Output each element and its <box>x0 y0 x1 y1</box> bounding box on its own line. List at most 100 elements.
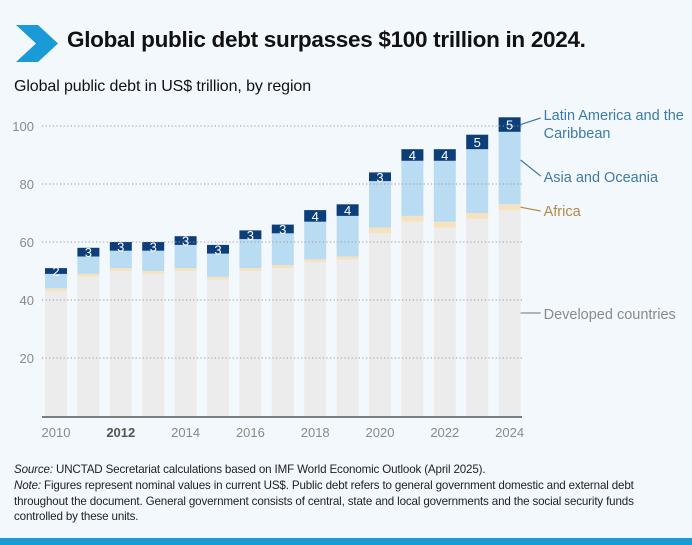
legend-label-latin-america-and-the-caribbean: Latin America and the <box>544 108 684 124</box>
y-tick-label: 40 <box>20 293 34 308</box>
bar-segment-africa-2010 <box>45 288 67 292</box>
bar-segment-asia-and-oceania-2021 <box>401 160 424 216</box>
bar-segment-developed-countries-2023 <box>466 218 489 416</box>
x-tick-label: 2024 <box>495 425 524 440</box>
bar-segment-latin-america-and-the-caribbean-2022 <box>433 149 456 161</box>
bar-data-label: 3 <box>150 239 157 254</box>
note-text: Figures represent nominal values in curr… <box>14 478 634 524</box>
legend-label-developed-countries: Developed countries <box>544 307 676 323</box>
bar-segment-latin-america-and-the-caribbean-2011 <box>77 247 100 257</box>
y-tick-label: 100 <box>12 119 34 134</box>
note-label: Note: <box>14 478 41 492</box>
bar-segment-latin-america-and-the-caribbean-2018 <box>304 210 327 222</box>
bar-segment-asia-and-oceania-2013 <box>142 250 165 271</box>
bar-data-label: 3 <box>247 228 254 243</box>
bar-segment-latin-america-and-the-caribbean-2010 <box>45 268 67 274</box>
bar-segment-latin-america-and-the-caribbean-2014 <box>174 236 197 245</box>
bottom-accent-bar <box>0 538 692 545</box>
x-tick-label: 2014 <box>171 425 200 440</box>
bar-segment-africa-2022 <box>433 221 456 228</box>
chevron-icon <box>16 25 58 62</box>
bar-segment-africa-2014 <box>174 268 197 271</box>
y-tick-label: 20 <box>20 351 34 366</box>
bar-segment-africa-2016 <box>239 268 262 271</box>
bar-segment-asia-and-oceania-2022 <box>433 160 456 222</box>
legend-leader-line <box>520 117 541 126</box>
bar-data-label: 4 <box>441 148 448 163</box>
bar-data-label: 3 <box>182 234 189 249</box>
source-line: Source: UNCTAD Secretariat calculations … <box>14 462 674 478</box>
bar-segment-latin-america-and-the-caribbean-2012 <box>109 242 132 251</box>
bar-segment-africa-2023 <box>466 213 489 219</box>
bar-segment-developed-countries-2022 <box>433 227 456 416</box>
bar-segment-latin-america-and-the-caribbean-2019 <box>336 204 359 216</box>
bar-segment-developed-countries-2012 <box>109 271 132 416</box>
chart-subtitle: Global public debt in US$ trillion, by r… <box>14 78 312 95</box>
bar-segment-developed-countries-2013 <box>142 273 165 416</box>
bar-segment-developed-countries-2021 <box>401 221 424 416</box>
bar-segment-latin-america-and-the-caribbean-2017 <box>271 224 294 234</box>
x-tick-label: 2012 <box>106 425 135 440</box>
bar-data-label: 5 <box>474 135 481 150</box>
bar-segment-asia-and-oceania-2012 <box>109 250 132 269</box>
source-label: Source: <box>14 463 53 476</box>
y-tick-label: 80 <box>20 177 34 192</box>
bar-segment-asia-and-oceania-2016 <box>239 239 262 269</box>
bar-segment-latin-america-and-the-caribbean-2023 <box>466 134 489 150</box>
x-tick-label: 2022 <box>430 425 459 440</box>
bar-data-label: 3 <box>214 242 221 257</box>
bar-data-labels: 2 3 3 3 3 3 3 3 4 4 3 4 4 5 5 <box>52 118 513 279</box>
bar-segment-africa-2015 <box>207 276 229 280</box>
bar-segment-asia-and-oceania-2014 <box>174 244 197 269</box>
bar-segment-asia-and-oceania-2015 <box>207 253 229 277</box>
bar-data-label: 3 <box>85 245 92 260</box>
bar-segment-latin-america-and-the-caribbean-2024 <box>498 117 521 132</box>
footer-notes: Source: UNCTAD Secretariat calculations … <box>14 462 674 525</box>
bar-segment-developed-countries-2015 <box>207 279 229 416</box>
bar-segment-developed-countries-2018 <box>304 262 327 416</box>
bar-data-label: 3 <box>117 239 124 254</box>
bar-segment-latin-america-and-the-caribbean-2015 <box>207 244 229 254</box>
x-tick-label: 2018 <box>301 425 330 440</box>
source-text: UNCTAD Secretariat calculations based on… <box>52 463 486 476</box>
gridlines <box>42 125 522 359</box>
bar-segment-developed-countries-2020 <box>369 233 391 416</box>
bar-segment-africa-2017 <box>271 265 294 269</box>
y-tick-label: 60 <box>20 235 34 250</box>
bar-segment-africa-2024 <box>498 204 521 211</box>
bar-segment-asia-and-oceania-2020 <box>369 181 391 228</box>
bar-data-label: 5 <box>506 118 513 133</box>
bar-segment-developed-countries-2010 <box>45 291 67 416</box>
bar-segment-asia-and-oceania-2018 <box>304 221 327 260</box>
bar-data-label: 3 <box>376 170 383 185</box>
legend-label-africa: Africa <box>544 204 582 220</box>
bar-segment-africa-2013 <box>142 271 165 274</box>
bar-segment-asia-and-oceania-2010 <box>45 273 67 289</box>
bar-segment-developed-countries-2024 <box>498 210 521 416</box>
bar-segment-latin-america-and-the-caribbean-2021 <box>401 149 424 161</box>
bar-segment-asia-and-oceania-2019 <box>336 215 359 257</box>
bar-segment-developed-countries-2014 <box>174 271 197 416</box>
bar-data-label: 4 <box>312 209 319 224</box>
x-tick-label: 2016 <box>236 425 265 440</box>
bar-segment-latin-america-and-the-caribbean-2020 <box>369 172 391 182</box>
bar-segment-developed-countries-2017 <box>271 268 294 416</box>
bar-segment-developed-countries-2019 <box>336 259 359 416</box>
bars-layer <box>45 117 521 416</box>
legend-label-latin-america-and-the-caribbean: Caribbean <box>544 126 611 142</box>
bar-segment-africa-2019 <box>336 256 359 260</box>
legend-leader-line <box>520 206 541 212</box>
legend-leader-line <box>520 159 541 177</box>
bar-segment-developed-countries-2016 <box>239 271 262 416</box>
bar-segment-africa-2021 <box>401 215 424 222</box>
x-tick-label: 2010 <box>42 425 71 440</box>
bar-segment-asia-and-oceania-2024 <box>498 131 521 205</box>
bar-segment-asia-and-oceania-2011 <box>77 256 100 274</box>
bar-segment-developed-countries-2011 <box>77 276 100 416</box>
bar-segment-latin-america-and-the-caribbean-2013 <box>142 242 165 251</box>
axes: 20 40 60 80 100 2010 2012 2014 2016 2018 2020 2022 2… <box>12 119 524 440</box>
bar-segment-africa-2020 <box>369 227 391 234</box>
legend-label-asia-and-oceania: Asia and Oceania <box>544 170 659 186</box>
bar-segment-asia-and-oceania-2023 <box>466 149 489 213</box>
bar-data-label: 2 <box>52 264 59 279</box>
